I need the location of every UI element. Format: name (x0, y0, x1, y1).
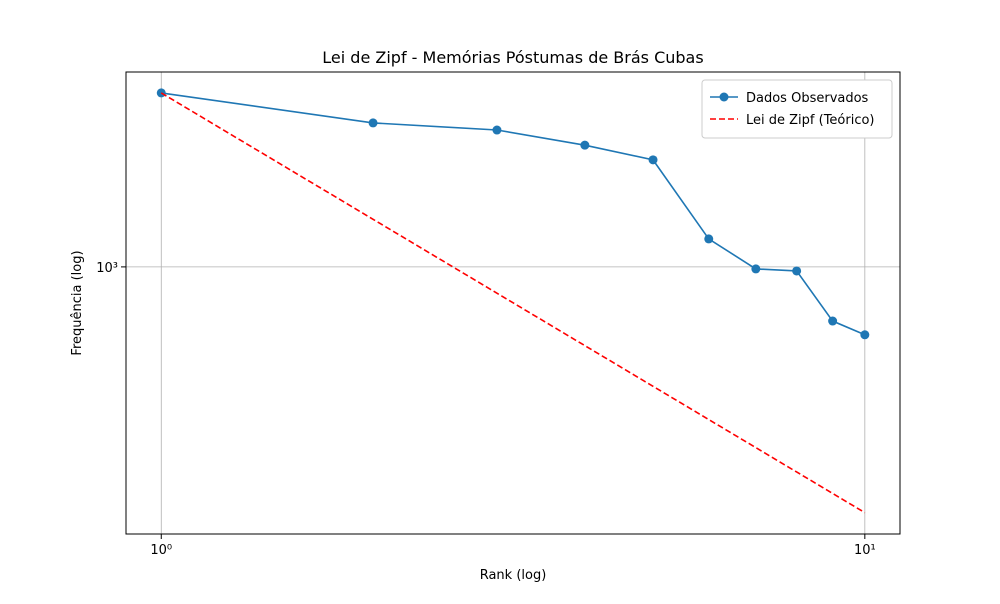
data-point (792, 266, 802, 276)
x-tick-label: 10⁰ (150, 543, 172, 558)
data-point (580, 140, 590, 150)
series-line (160, 92, 866, 514)
legend-box (701, 79, 893, 139)
plot-frame (125, 71, 901, 535)
legend-label: Lei de Zipf (Teórico) (746, 113, 875, 128)
data-point (492, 125, 502, 135)
y-tick-label: 10³ (96, 261, 118, 276)
data-point (828, 316, 838, 326)
data-point (860, 330, 870, 340)
legend-marker (719, 92, 729, 102)
y-axis-label: Frequência (log) (70, 250, 85, 355)
series-line (161, 92, 866, 336)
legend: Dados Observados Lei de Zipf (Teórico) (701, 79, 893, 139)
data-point (751, 264, 761, 274)
x-tick-label: 10¹ (854, 543, 876, 558)
data-point (368, 118, 378, 128)
chart-title: Lei de Zipf - Memórias Póstumas de Brás … (322, 48, 703, 67)
x-axis-label: Rank (log) (480, 568, 547, 583)
data-point (648, 155, 658, 165)
legend-label: Dados Observados (746, 91, 869, 106)
data-point (704, 234, 714, 244)
